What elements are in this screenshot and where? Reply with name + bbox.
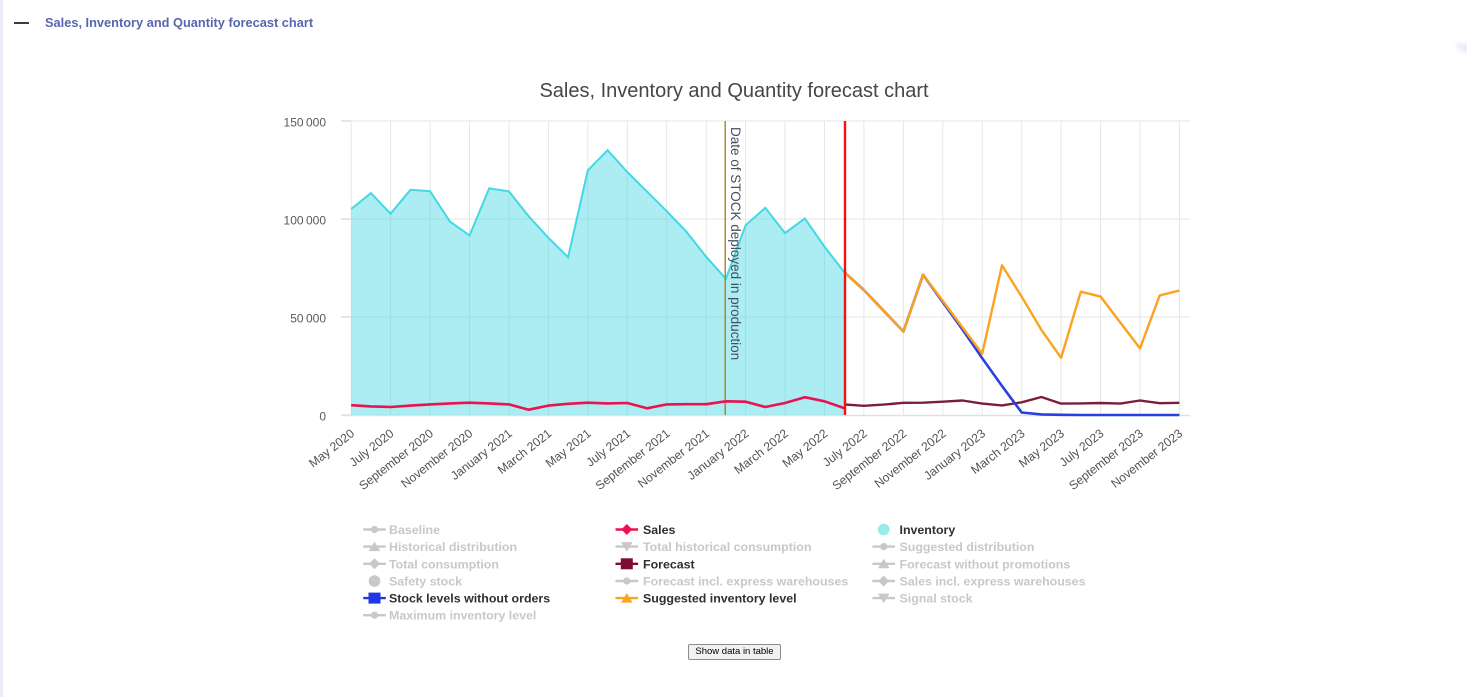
svg-text:Suggested distribution: Suggested distribution bbox=[900, 540, 1035, 554]
svg-text:Sales, Inventory and Quantity: Sales, Inventory and Quantity forecast c… bbox=[539, 80, 929, 102]
svg-text:100 000: 100 000 bbox=[284, 214, 327, 228]
svg-text:Forecast incl. express warehou: Forecast incl. express warehouses bbox=[643, 575, 848, 589]
svg-text:Forecast without promotions: Forecast without promotions bbox=[900, 557, 1071, 571]
svg-text:50 000: 50 000 bbox=[290, 312, 326, 326]
svg-text:0: 0 bbox=[319, 410, 326, 424]
svg-text:Stock levels without orders: Stock levels without orders bbox=[389, 592, 550, 606]
svg-text:Safety stock: Safety stock bbox=[389, 575, 462, 589]
svg-text:Sales incl. express warehouses: Sales incl. express warehouses bbox=[900, 575, 1086, 589]
svg-text:Sales: Sales bbox=[643, 523, 675, 537]
svg-text:Total consumption: Total consumption bbox=[389, 557, 499, 571]
svg-text:Suggested inventory level: Suggested inventory level bbox=[643, 592, 797, 606]
svg-text:Forecast: Forecast bbox=[643, 557, 695, 571]
svg-text:November 2023: November 2023 bbox=[1108, 426, 1185, 491]
svg-text:Signal stock: Signal stock bbox=[900, 592, 973, 606]
svg-text:Total historical consumption: Total historical consumption bbox=[643, 540, 811, 554]
svg-text:Date of STOCK deployed in prod: Date of STOCK deployed in production bbox=[728, 127, 743, 360]
svg-text:Maximum inventory level: Maximum inventory level bbox=[389, 609, 536, 623]
svg-text:Inventory: Inventory bbox=[900, 523, 956, 537]
svg-text:Baseline: Baseline bbox=[389, 523, 440, 537]
svg-text:150 000: 150 000 bbox=[284, 116, 327, 130]
svg-text:Historical distribution: Historical distribution bbox=[389, 540, 517, 554]
